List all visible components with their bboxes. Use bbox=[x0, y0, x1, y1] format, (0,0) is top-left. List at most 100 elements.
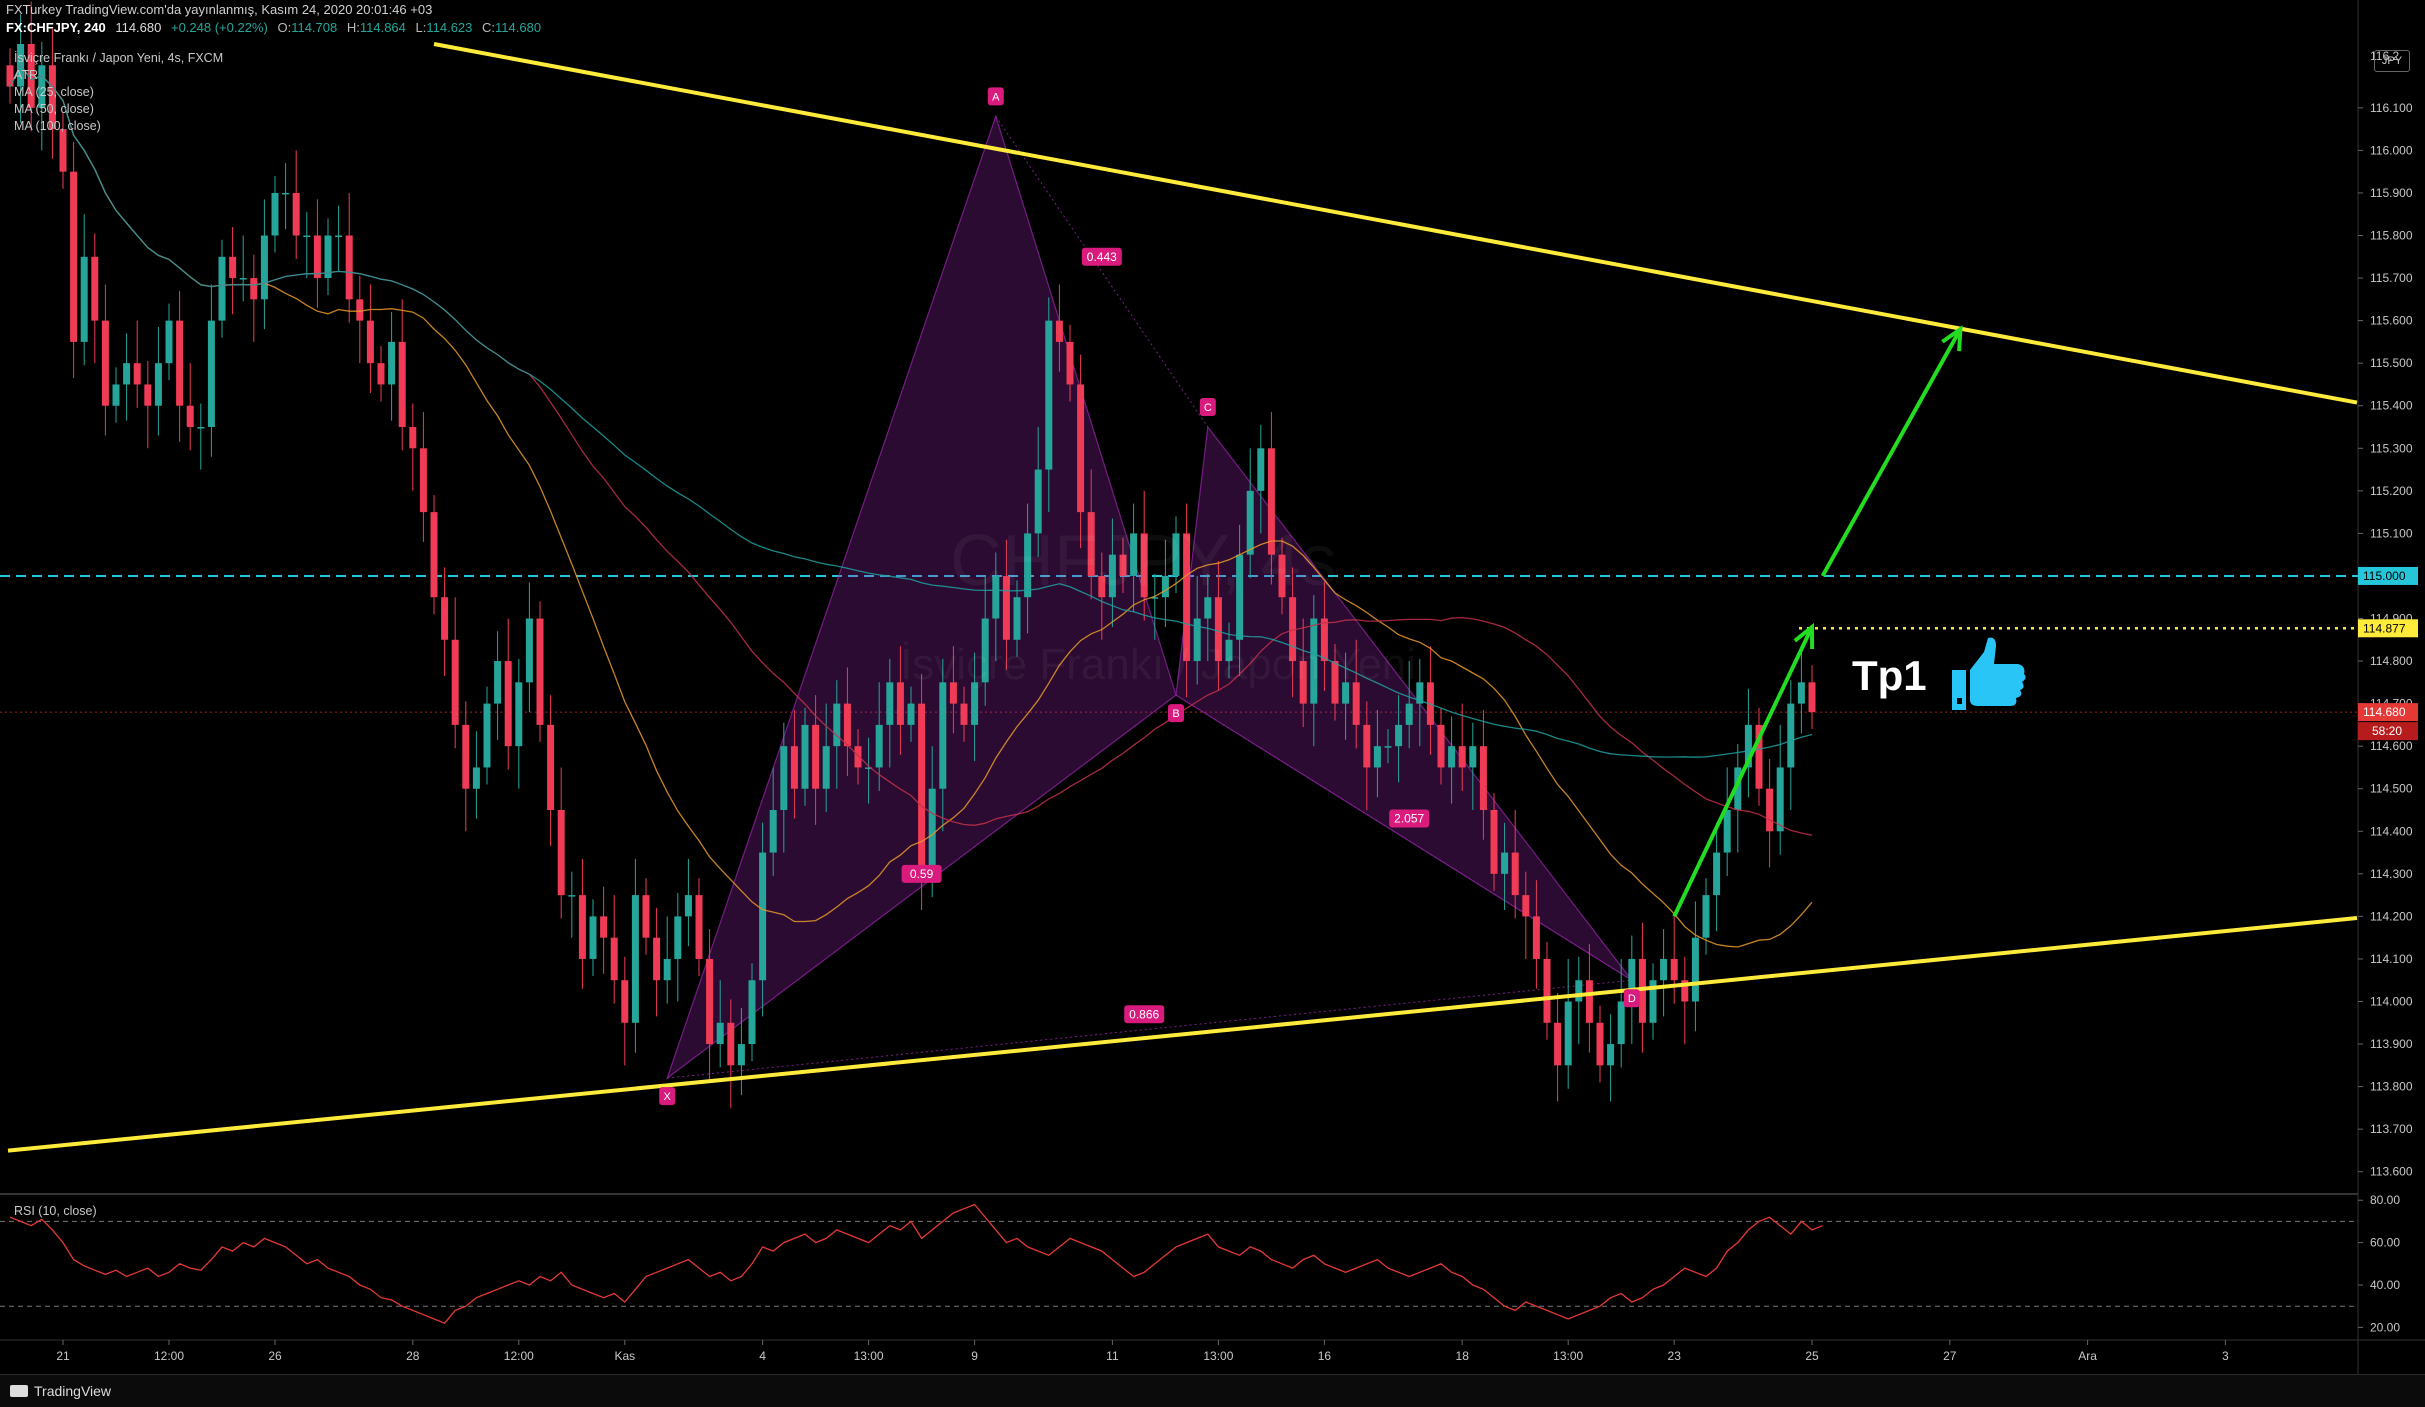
candle-body bbox=[886, 682, 894, 725]
candle-body bbox=[822, 746, 830, 789]
candle-body bbox=[515, 682, 523, 747]
candle-body bbox=[1278, 554, 1286, 598]
price-label-bg bbox=[2358, 619, 2418, 638]
legend-ma25[interactable]: MA (25, close) bbox=[14, 85, 94, 99]
candle-body bbox=[59, 129, 67, 172]
candle-body bbox=[1002, 575, 1010, 640]
time-tick-label: 9 bbox=[971, 1349, 978, 1363]
candle-body bbox=[1734, 767, 1742, 810]
tradingview-logo[interactable]: TradingView bbox=[10, 1383, 111, 1399]
candle-body bbox=[462, 724, 470, 789]
low-value: 114.623 bbox=[426, 20, 473, 35]
candle-body bbox=[1458, 746, 1466, 768]
candle-body bbox=[1766, 788, 1774, 832]
candle-body bbox=[1490, 810, 1498, 874]
price-tick-label: 115.500 bbox=[2370, 356, 2413, 370]
candle-body bbox=[1797, 682, 1805, 704]
publish-info: FXTurkey TradingView.com'da yayınlanmış,… bbox=[6, 2, 433, 17]
candle-body bbox=[1638, 958, 1646, 1023]
candle-body bbox=[186, 405, 194, 427]
candle-body bbox=[409, 427, 417, 449]
time-tick-label: 11 bbox=[1106, 1349, 1119, 1363]
candle-body bbox=[674, 916, 682, 959]
candle-body bbox=[1373, 746, 1381, 768]
candle-body bbox=[1108, 554, 1116, 598]
candle-body bbox=[769, 810, 777, 853]
ratio-label-bg bbox=[1389, 809, 1430, 828]
candle-body bbox=[1320, 618, 1328, 662]
candle-body bbox=[981, 618, 989, 683]
candle-body bbox=[939, 682, 947, 789]
price-tick-label: 115.400 bbox=[2370, 399, 2413, 413]
price-tick-label: 114.600 bbox=[2370, 739, 2413, 753]
footer-brand: TradingView bbox=[34, 1383, 112, 1399]
candle-body bbox=[568, 895, 576, 897]
legend-ma100[interactable]: MA (100, close) bbox=[14, 119, 101, 133]
candle-body bbox=[1787, 703, 1795, 768]
candle-body bbox=[1267, 448, 1275, 555]
candle-body bbox=[1532, 916, 1540, 959]
candle-body bbox=[366, 320, 374, 364]
candle-body bbox=[843, 703, 851, 747]
legend-ma50[interactable]: MA (50, close) bbox=[14, 102, 94, 116]
candle-body bbox=[833, 703, 841, 747]
pattern-ratio-label: 0.59 bbox=[910, 867, 934, 881]
candle-body bbox=[472, 767, 480, 789]
rsi-legend[interactable]: RSI (10, close) bbox=[14, 1204, 97, 1218]
candle-body bbox=[1607, 1044, 1615, 1066]
candle-body bbox=[292, 192, 300, 236]
candle-body bbox=[1352, 682, 1360, 725]
tradingview-logo-icon bbox=[10, 1385, 28, 1397]
candle-body bbox=[1744, 724, 1752, 768]
candle-body bbox=[483, 703, 491, 768]
time-tick-label: 25 bbox=[1805, 1349, 1819, 1363]
price-tick-label: 114.800 bbox=[2370, 654, 2413, 668]
legend-title[interactable]: İsviçre Frankı / Japon Yeni, 4s, FXCM bbox=[14, 51, 224, 65]
legend-atr[interactable]: ATR bbox=[14, 68, 39, 82]
candle-body bbox=[1384, 746, 1392, 748]
candle-body bbox=[1363, 724, 1371, 768]
candle-body bbox=[1214, 597, 1222, 662]
candle-body bbox=[197, 427, 205, 429]
price-label-bg bbox=[2358, 703, 2418, 722]
price-tick-label: 114.300 bbox=[2370, 867, 2413, 881]
candle-body bbox=[112, 384, 120, 406]
candle-body bbox=[1405, 703, 1413, 725]
candle-body bbox=[271, 192, 279, 236]
close-value: 114.680 bbox=[495, 20, 542, 35]
candle-body bbox=[1437, 724, 1445, 768]
candle-body bbox=[1204, 597, 1212, 619]
candle-body bbox=[642, 895, 650, 938]
candle-body bbox=[1617, 1001, 1625, 1045]
pattern-ratio-label: 0.866 bbox=[1129, 1007, 1159, 1021]
candle-body bbox=[801, 724, 809, 789]
candle-body bbox=[398, 341, 406, 427]
candle-body bbox=[1193, 618, 1201, 662]
candle-body bbox=[695, 895, 703, 959]
price-tick-label: 116.000 bbox=[2370, 143, 2413, 157]
indicator-legend: İsviçre Frankı / Japon Yeni, 4s, FXCM AT… bbox=[14, 50, 223, 135]
price-tick-label: 115.600 bbox=[2370, 314, 2413, 328]
candle-body bbox=[1585, 980, 1593, 1023]
price-tick-label: 115.300 bbox=[2370, 441, 2413, 455]
pattern-point-X: X bbox=[664, 1091, 672, 1103]
ma100-line bbox=[9, 64, 1813, 758]
candle-body bbox=[239, 278, 247, 280]
candle-body bbox=[38, 65, 46, 108]
currency-badge[interactable]: JPY bbox=[2374, 50, 2410, 72]
symbol-label: FX:CHFJPY, 240 bbox=[6, 20, 106, 35]
time-tick-label: 21 bbox=[56, 1349, 70, 1363]
time-tick-label: 12:00 bbox=[154, 1349, 184, 1363]
tp1-label: Tp1 bbox=[1852, 652, 1927, 699]
candle-body bbox=[1670, 958, 1678, 981]
candle-body bbox=[536, 618, 544, 725]
candle-body bbox=[176, 320, 184, 406]
candle-body bbox=[1808, 682, 1816, 713]
pattern-point-bg bbox=[987, 87, 1004, 106]
candle-body bbox=[282, 192, 290, 195]
candle-body bbox=[1024, 533, 1032, 598]
candle-body bbox=[1236, 554, 1244, 640]
price-label: 114.680 bbox=[2363, 705, 2406, 719]
time-tick-label: 18 bbox=[1456, 1349, 1470, 1363]
